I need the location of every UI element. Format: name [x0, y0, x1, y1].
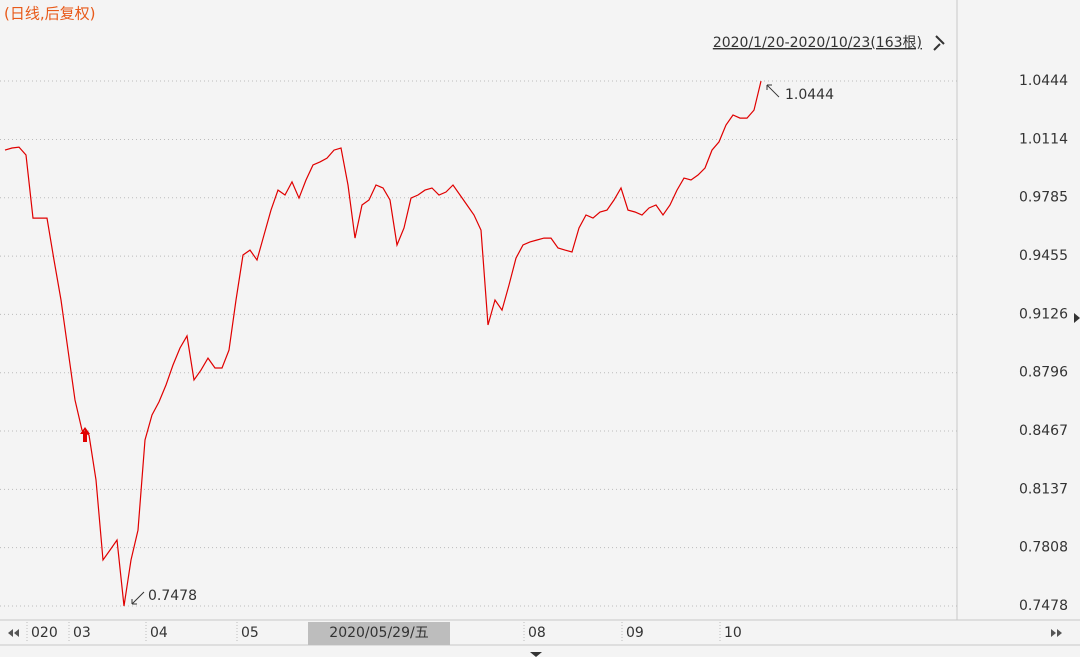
scroll-right[interactable] — [1051, 629, 1062, 637]
y-tick-label: 1.0114 — [1019, 131, 1068, 147]
cursor-box — [308, 622, 450, 645]
max-arrow — [766, 84, 780, 98]
y-tick-label: 0.9455 — [1019, 248, 1068, 264]
chart-title: (日线,后复权) — [4, 5, 95, 23]
y-tick-label: 0.7808 — [1019, 540, 1068, 556]
y-tick-label: 0.8796 — [1019, 365, 1068, 381]
x-tick-label: 10 — [724, 625, 742, 641]
scroll-left[interactable] — [8, 629, 19, 637]
line-series — [4, 80, 762, 607]
x-tick-label: 020 — [31, 625, 58, 641]
x-tick-label: 08 — [528, 625, 546, 641]
min-arrow — [131, 591, 145, 605]
y-tick-label: 0.9126 — [1019, 306, 1068, 322]
side-arrow — [1074, 313, 1080, 323]
y-tick-label: 0.9785 — [1019, 190, 1068, 206]
x-tick-label: 09 — [626, 625, 644, 641]
x-tick-label: 05 — [241, 625, 259, 641]
y-tick-label: 0.7478 — [1019, 598, 1068, 614]
x-tick-label: 03 — [73, 625, 91, 641]
bottom-arrow — [530, 652, 542, 657]
max-label: 1.0444 — [785, 87, 834, 103]
range-label: 2020/1/20-2020/10/23(163根) — [713, 35, 922, 51]
y-tick-label: 1.0444 — [1019, 73, 1068, 89]
y-tick-label: 0.8467 — [1019, 423, 1068, 439]
min-label: 0.7478 — [148, 588, 197, 604]
cursor-label: 2020/05/29/五 — [329, 625, 428, 641]
pin-icon[interactable] — [933, 35, 945, 51]
y-tick-label: 0.8137 — [1019, 481, 1068, 497]
x-tick-label: 04 — [150, 625, 168, 641]
